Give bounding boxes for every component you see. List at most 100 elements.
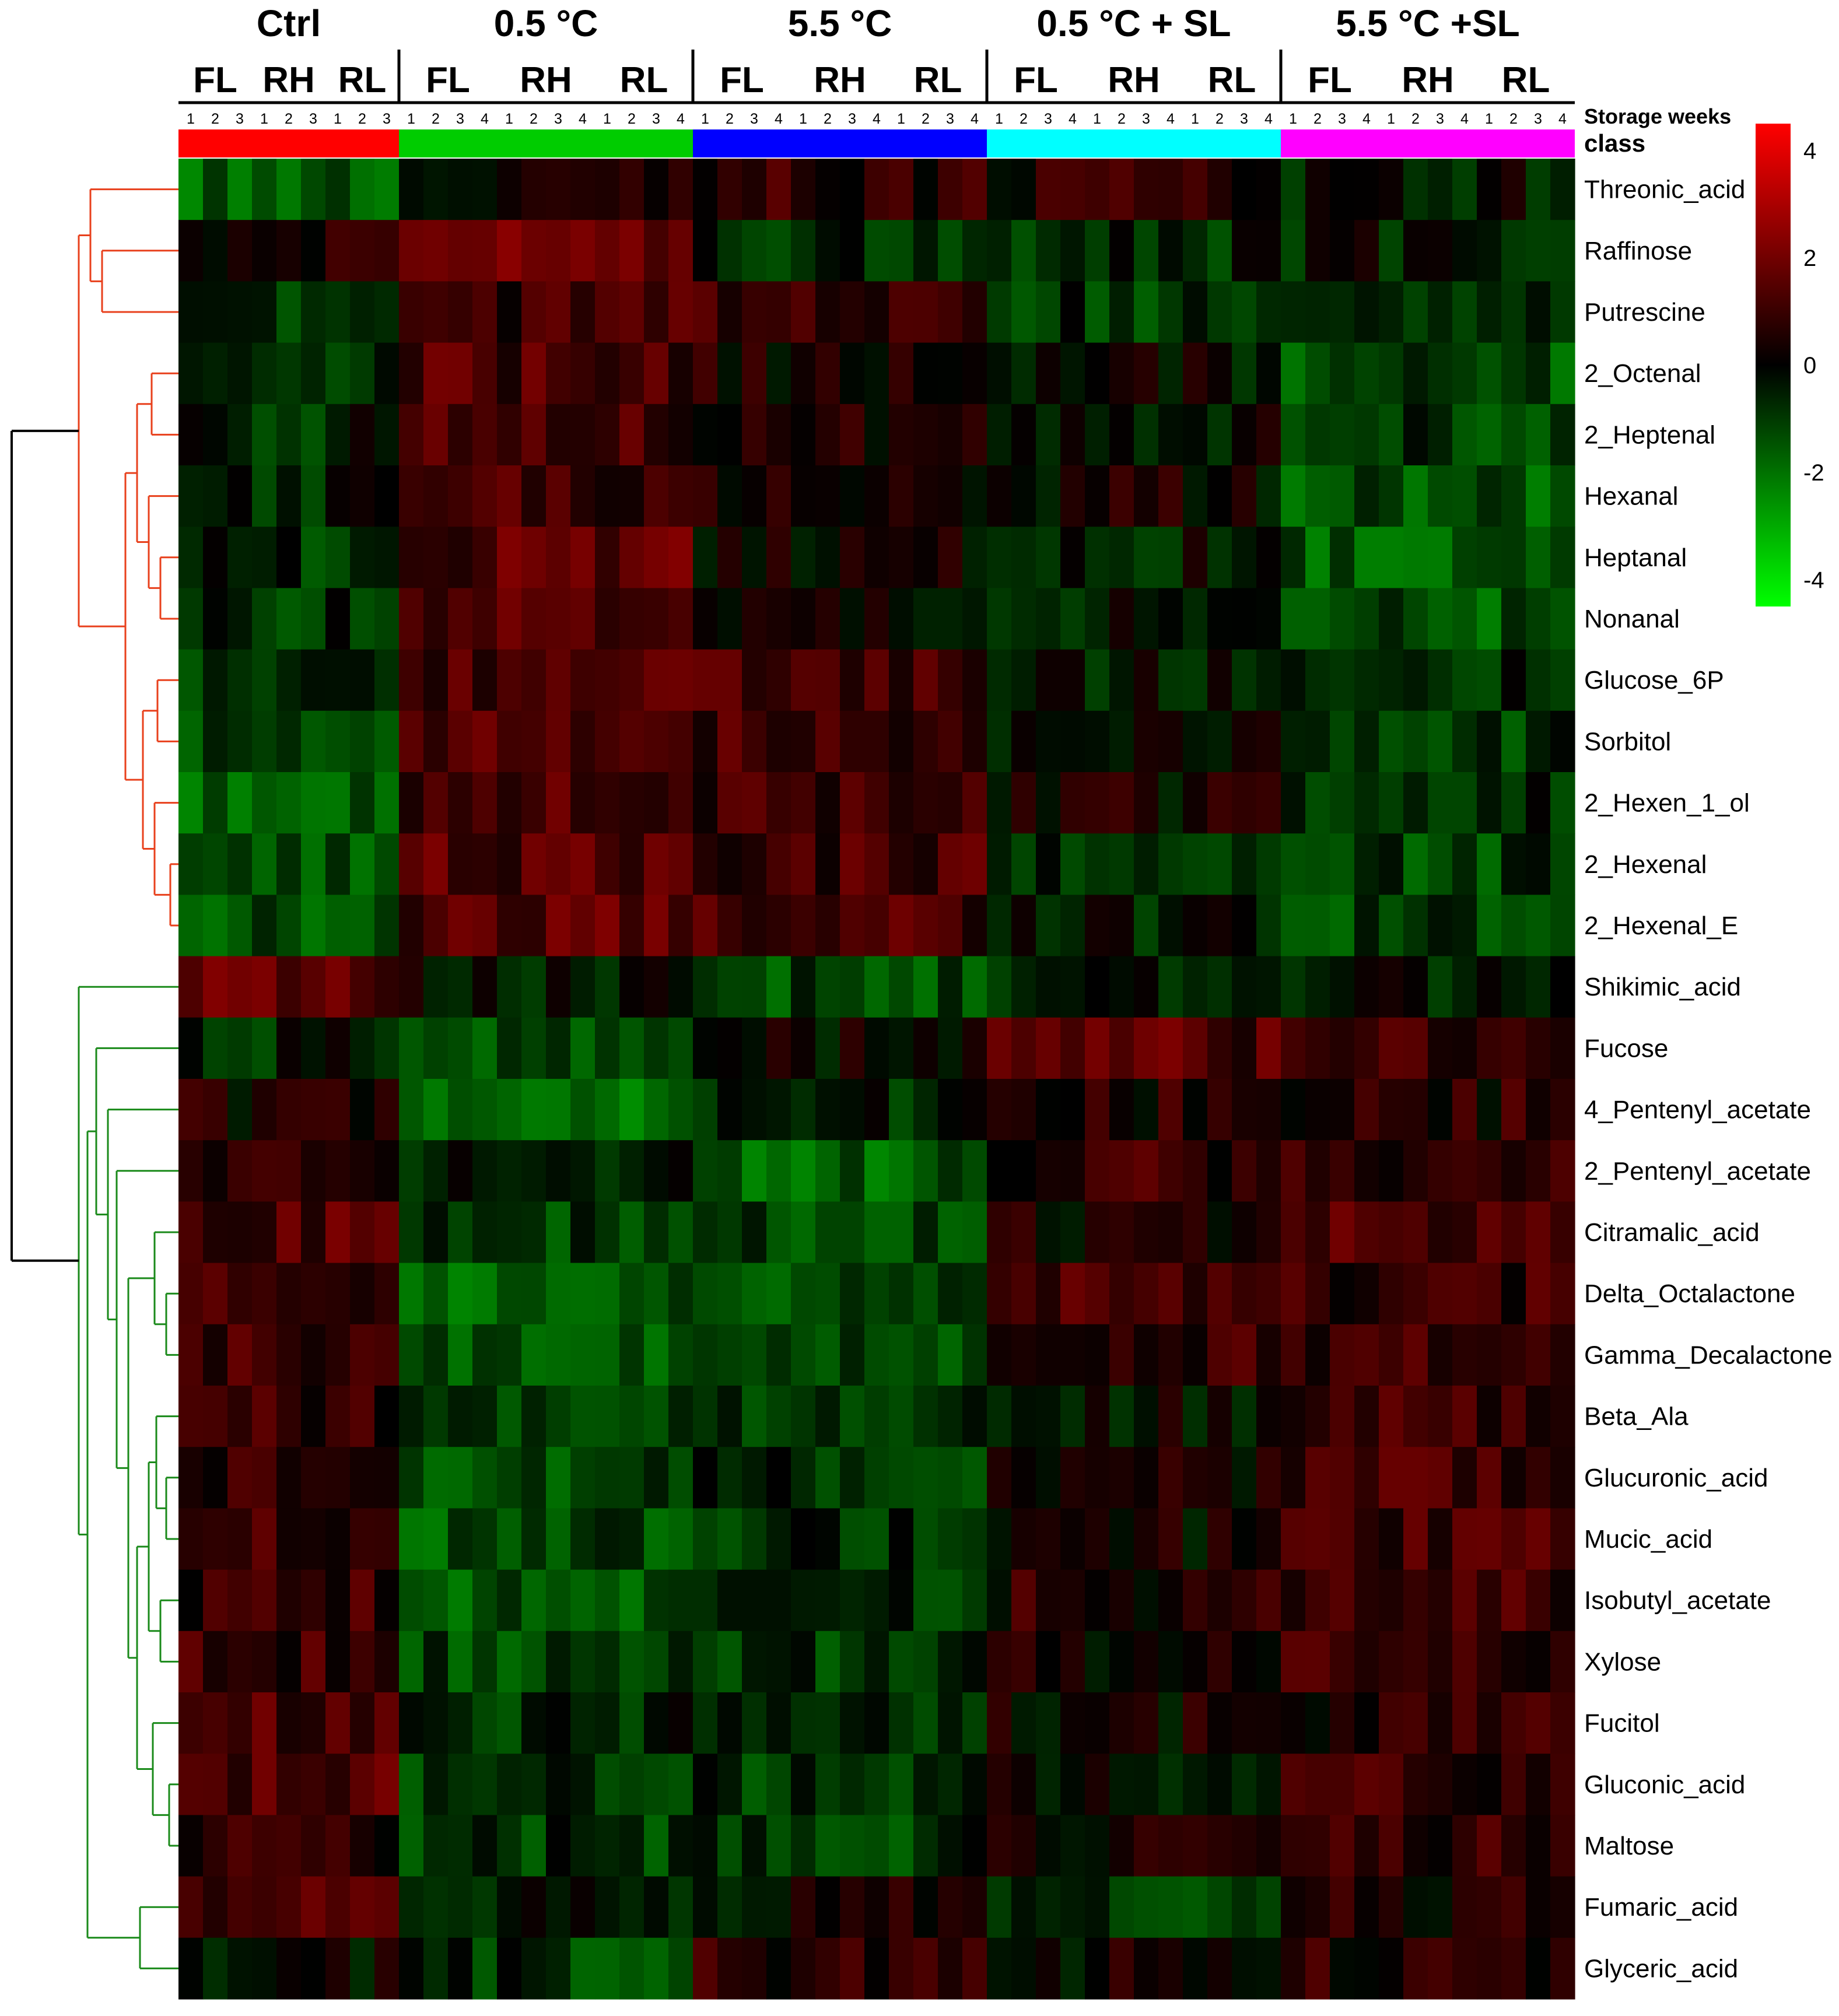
storage-week-label: 2 [432,111,440,127]
heatmap-cell [1526,772,1551,834]
heatmap-cell [693,588,718,650]
heatmap-cell [938,895,963,957]
heatmap-cell [1305,772,1330,834]
heatmap-cell [325,527,351,588]
storage-week-label: 1 [995,111,1003,127]
heatmap-cell [668,1447,693,1509]
heatmap-cell [938,1079,963,1141]
heatmap-cell [1158,895,1183,957]
heatmap-cell [203,1079,228,1141]
heatmap-cell [742,1631,767,1693]
heatmap-cell [840,1754,865,1815]
heatmap-cell [301,342,326,405]
heatmap-cell [1354,1324,1379,1386]
heatmap-cell [472,1876,498,1938]
heatmap-cell [644,1692,669,1754]
heatmap-cell [815,1201,840,1264]
heatmap-cell [276,833,302,895]
heatmap-cell [521,833,547,895]
heatmap-cell [668,1324,693,1386]
heatmap-cell [301,772,326,834]
storage-week-label: 1 [1289,111,1297,127]
heatmap-cell [1403,1754,1428,1815]
heatmap-cell [913,159,938,220]
heatmap-cell [497,1201,522,1264]
heatmap-cell [1403,1447,1428,1509]
heatmap-cell [178,1201,204,1264]
heatmap-cell [1452,895,1477,957]
heatmap-cell [203,1201,228,1264]
heatmap-cell [815,1447,840,1509]
heatmap-cell [276,1263,302,1325]
heatmap-cell [1354,1386,1379,1447]
heatmap-cell [1036,1263,1061,1325]
heatmap-cell [1207,772,1232,834]
heatmap-cell [350,1324,375,1386]
heatmap-cell [570,1876,596,1938]
heatmap-cell [203,1692,228,1754]
heatmap-cell [1281,956,1306,1018]
heatmap-cell [1281,1447,1306,1509]
heatmap-cell [276,1017,302,1079]
heatmap-cell [1550,1140,1575,1202]
heatmap-cell [350,588,375,650]
heatmap-cell [840,1569,865,1632]
heatmap-cell [938,1569,963,1632]
heatmap-cell [791,159,816,220]
heatmap-cell [1281,342,1306,405]
heatmap-cell [399,772,424,834]
heatmap-cell [1085,220,1110,282]
heatmap-cell [1158,1201,1183,1264]
heatmap-cell [472,1937,498,2000]
heatmap-cell [1158,1937,1183,2000]
heatmap-cell [1526,710,1551,773]
heatmap-cell [962,1876,987,1938]
heatmap-cell [1109,1754,1134,1815]
heatmap-cell [252,649,277,711]
heatmap-cell [521,1876,547,1938]
heatmap-cell [1158,1631,1183,1693]
heatmap-cell [1036,465,1061,527]
heatmap-cell [1256,1447,1281,1509]
heatmap-cell [1207,1263,1232,1325]
heatmap-cell [938,1876,963,1938]
heatmap-cell [1354,1815,1379,1877]
heatmap-cell [521,649,547,711]
heatmap-cell [350,465,375,527]
heatmap-cell [1452,1263,1477,1325]
row-label: 2_Hexenal [1584,850,1707,879]
tissue-label: RH [1108,60,1160,100]
heatmap-cell [1134,833,1159,895]
heatmap-cell [1452,404,1477,466]
heatmap-cell [374,281,400,343]
heatmap-cell [889,895,914,957]
heatmap-cell [1354,342,1379,405]
heatmap-cell [497,1815,522,1877]
heatmap-cell [546,1815,571,1877]
heatmap-cell [815,1140,840,1202]
heatmap-cell [325,1754,351,1815]
heatmap-cell [1158,710,1183,773]
heatmap-cell [1060,588,1085,650]
heatmap-cell [1011,956,1036,1018]
heatmap-cell [668,895,693,957]
heatmap-cell [448,342,473,405]
heatmap-cell [497,956,522,1018]
heatmap-cell [423,1140,449,1202]
heatmap-cell [1477,1140,1502,1202]
heatmap-cell [668,1140,693,1202]
heatmap-cell [252,772,277,834]
heatmap-cell [178,1263,204,1325]
heatmap-cell [1501,1386,1526,1447]
heatmap-cell [1060,281,1085,343]
heatmap-cell [1158,588,1183,650]
heatmap-cell [472,159,498,220]
heatmap-cell [227,1937,253,2000]
heatmap-cell [864,1815,889,1877]
heatmap-cell [178,833,204,895]
heatmap-cell [766,1017,791,1079]
heatmap-cell [1526,1754,1551,1815]
heatmap-cell [987,833,1012,895]
tissue-label: RH [814,60,866,100]
row-label: 2_Hexen_1_ol [1584,789,1750,818]
